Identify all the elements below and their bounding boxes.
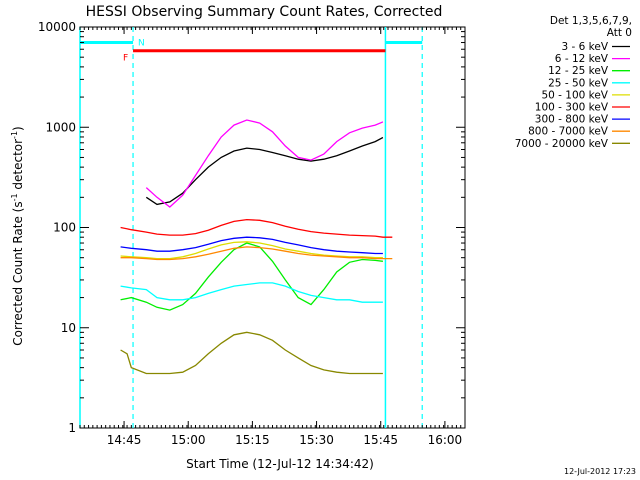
x-tick-label-0: 14:45 <box>107 433 142 447</box>
y-tick-label-4: 10000 <box>38 20 76 34</box>
legend-label-6: 300 - 800 keV <box>535 114 609 126</box>
tick-layer: 14:45 15:00 15:15 15:30 15:45 16:00 1 10 100 1000… <box>38 20 466 447</box>
legend-label-0: 3 - 6 keV <box>561 41 608 53</box>
x-tick-label-1: 15:00 <box>171 433 206 447</box>
legend-label-2: 12 - 25 keV <box>548 65 609 77</box>
plot-frame <box>79 26 466 429</box>
night-marker-label: N <box>138 39 145 49</box>
y-tick-label-1: 10 <box>61 321 76 335</box>
series-line-0 <box>145 136 384 206</box>
y-axis-label-main: Corrected Count Rate (s <box>11 201 25 345</box>
marker-layer: NF <box>79 27 423 428</box>
y-axis-label-end: ) <box>11 126 25 131</box>
x-tick-label-5: 16:00 <box>428 433 463 447</box>
plot-area: NF 14:45 15:00 15:15 15:30 15:45 16:001101001… <box>38 20 466 447</box>
y-tick-label-3: 1000 <box>45 120 76 134</box>
y-axis-label-mid: detector <box>11 139 25 194</box>
series-line-3 <box>120 282 383 303</box>
chart-title: HESSI Observing Summary Count Rates, Cor… <box>86 4 443 20</box>
y-tick-label-0: 1 <box>68 421 76 435</box>
series-layer <box>120 119 393 375</box>
y-axis-label-sup1: -1 <box>10 193 19 201</box>
flag-marker-label: F <box>123 54 128 64</box>
footer-date: 12-Jul-2012 17:23 <box>564 467 636 476</box>
series-line-4 <box>120 241 383 260</box>
legend-label-3: 25 - 50 keV <box>548 77 609 89</box>
x-tick-label-4: 15:45 <box>363 433 398 447</box>
legend-label-1: 6 - 12 keV <box>555 53 609 65</box>
legend-label-8: 7000 - 20000 keV <box>515 138 609 150</box>
series-line-7 <box>120 246 393 261</box>
legend-label-7: 800 - 7000 keV <box>528 126 609 138</box>
x-tick-label-2: 15:15 <box>235 433 270 447</box>
series-line-6 <box>120 236 383 255</box>
legend-label-4: 50 - 100 keV <box>541 89 608 101</box>
series-line-1 <box>145 119 384 208</box>
legend-header-line1: Det 1,3,5,6,7,9, <box>550 15 632 27</box>
y-axis-label-sup2: -1 <box>10 131 19 139</box>
y-axis-label: Corrected Count Rate (s-1 detector-1) <box>10 126 25 345</box>
y-tick-label-2: 100 <box>53 221 76 235</box>
series-line-5 <box>120 218 393 238</box>
series-line-2 <box>120 242 383 311</box>
x-tick-label-3: 15:30 <box>299 433 334 447</box>
legend-label-5: 100 - 300 keV <box>535 102 609 114</box>
series-line-8 <box>120 331 383 375</box>
legend-header-line2: Att 0 <box>607 27 632 39</box>
x-axis-label: Start Time (12-Jul-12 14:34:42) <box>186 457 374 471</box>
